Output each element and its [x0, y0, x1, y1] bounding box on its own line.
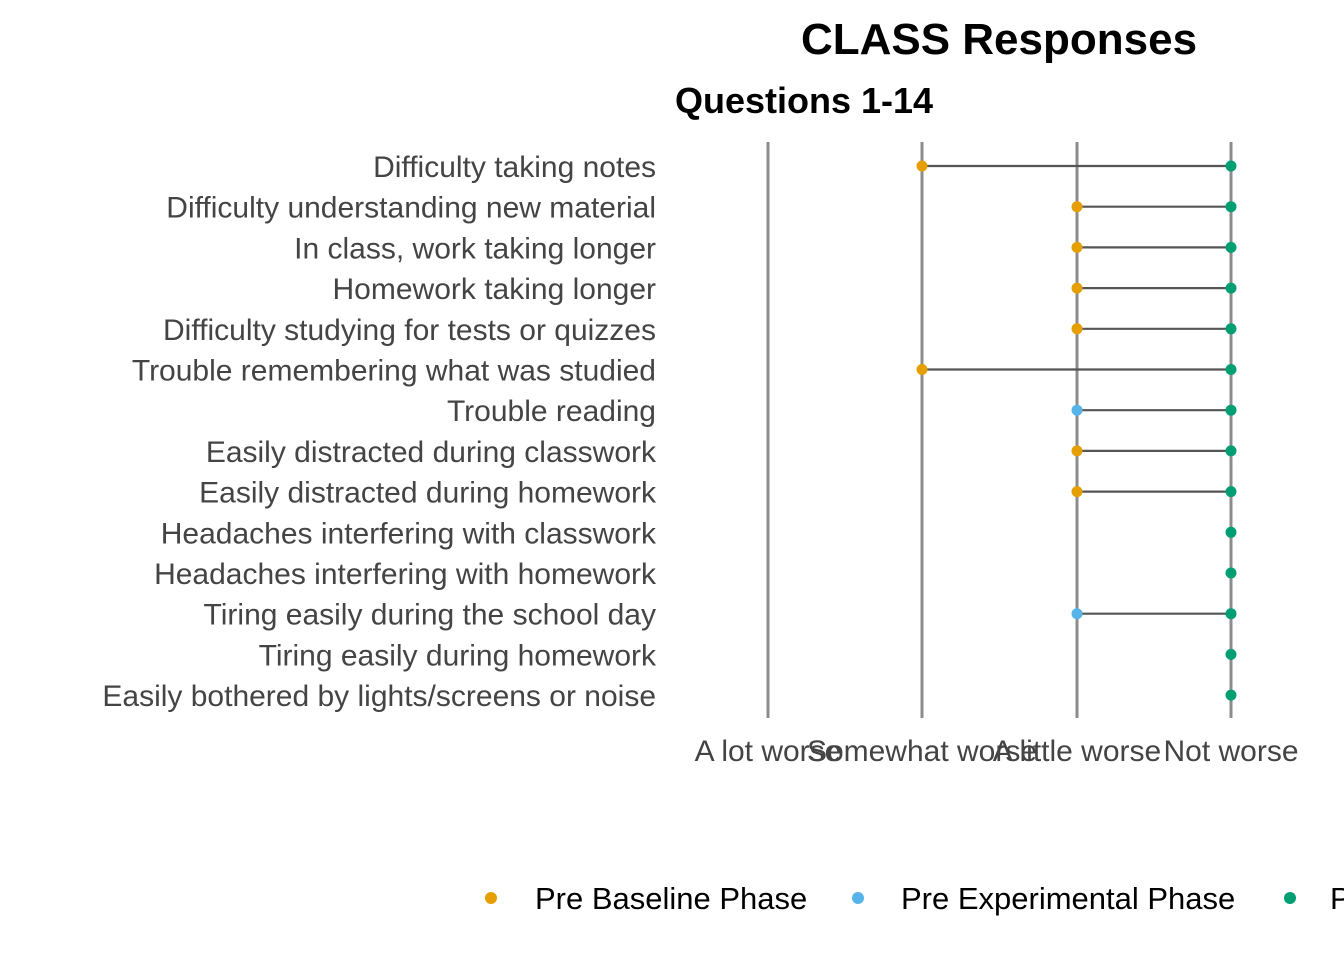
category-labels: Difficulty taking notes Difficulty unders… — [102, 151, 657, 713]
category-label: Tiring easily during the school day — [204, 599, 656, 632]
legend-label-0: Pre Baseline Phase — [535, 881, 807, 916]
x-tick-label: A lot worse — [695, 735, 842, 768]
category-label: Difficulty understanding new material — [166, 192, 656, 225]
x-tick-label: Somewhat worse — [807, 735, 1037, 768]
point-series-2 — [1225, 567, 1237, 579]
point-series-2 — [1225, 201, 1237, 213]
point-series-0 — [1071, 445, 1083, 457]
category-label: Easily distracted during homework — [199, 477, 657, 510]
legend-marker-0 — [485, 892, 497, 904]
point-series-2 — [1225, 648, 1237, 660]
point-series-1 — [1071, 404, 1083, 416]
point-series-2 — [1225, 526, 1237, 538]
point-series-0 — [916, 160, 928, 172]
category-label: Difficulty studying for tests or quizzes — [163, 314, 656, 347]
category-label: In class, work taking longer — [294, 232, 656, 265]
legend: Pre Baseline Phase Pre Experimental Phase… — [485, 881, 1344, 916]
point-series-0 — [1071, 282, 1083, 294]
point-series-2 — [1225, 323, 1237, 335]
point-series-2 — [1225, 486, 1237, 498]
chart-title: CLASS Responses — [801, 15, 1197, 64]
point-series-0 — [916, 364, 928, 375]
dumbbell-segments — [922, 164, 1231, 615]
category-label: Easily distracted during classwork — [206, 436, 657, 469]
legend-label-2: P — [1330, 881, 1344, 916]
point-series-0 — [1071, 486, 1083, 498]
point-series-2 — [1225, 160, 1237, 172]
point-series-2 — [1225, 364, 1237, 375]
chart-subtitle: Questions 1-14 — [675, 80, 933, 121]
category-label: Difficulty taking notes — [373, 151, 656, 184]
point-series-2 — [1225, 404, 1237, 416]
x-tick-label: A little worse — [993, 735, 1161, 768]
point-series-2 — [1225, 608, 1237, 620]
legend-marker-2 — [1284, 892, 1296, 904]
point-series-2 — [1225, 689, 1237, 701]
category-label: Trouble remembering what was studied — [132, 355, 656, 388]
point-series-0 — [1071, 241, 1083, 253]
point-series-1 — [1071, 608, 1083, 620]
category-label: Easily bothered by lights/screens or noi… — [102, 680, 656, 713]
gridlines — [766, 142, 1233, 718]
point-series-2 — [1225, 445, 1237, 457]
category-label: Trouble reading — [447, 395, 656, 428]
point-series-2 — [1225, 282, 1237, 294]
x-tick-label: Not worse — [1163, 735, 1298, 768]
category-label: Homework taking longer — [333, 273, 656, 306]
category-label: Tiring easily during homework — [259, 639, 657, 672]
category-label: Headaches interfering with homework — [154, 558, 657, 591]
point-series-0 — [1071, 201, 1083, 213]
legend-label-1: Pre Experimental Phase — [901, 881, 1235, 916]
data-points — [916, 160, 1237, 701]
legend-marker-1 — [852, 892, 864, 904]
point-series-2 — [1225, 241, 1237, 253]
category-label: Headaches interfering with classwork — [161, 517, 657, 550]
point-series-0 — [1071, 323, 1083, 335]
